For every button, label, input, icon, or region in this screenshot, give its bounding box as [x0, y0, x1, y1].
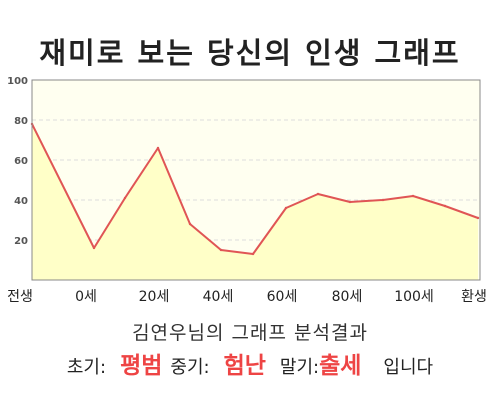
life-graph-chart: 20 40 60 80 100 전생 0세 20세 40세 60세 80세 100세 환생 — [7, 76, 487, 305]
late-label: 말기: — [279, 357, 320, 378]
x-tick-label: 20세 — [139, 289, 170, 305]
y-tick-label: 20 — [14, 236, 28, 247]
data-point — [476, 216, 480, 220]
x-tick-label: 80세 — [332, 289, 363, 305]
page-title: 재미로 보는 당신의 인생 그래프 — [39, 36, 461, 70]
data-point — [123, 196, 127, 200]
early-value: 평범 — [120, 353, 163, 379]
data-point — [251, 252, 255, 256]
data-point — [348, 200, 352, 204]
data-point — [443, 204, 447, 208]
data-point — [284, 206, 288, 210]
mid-value: 험난 — [223, 353, 266, 379]
series-line — [31, 123, 479, 255]
y-tick-label: 40 — [14, 196, 28, 207]
analysis-caption: 김연우님의 그래프 분석결과 — [132, 322, 368, 344]
y-tick-label: 80 — [14, 116, 28, 127]
analysis-summary: 초기: 평범 중기: 험난 말기: 출세 입니다 — [0, 346, 500, 380]
late-value: 출세 — [319, 353, 362, 379]
data-point — [92, 246, 96, 250]
summary-suffix: 입니다 — [383, 357, 434, 378]
y-tick-label: 60 — [14, 156, 28, 167]
x-tick-label: 전생 — [7, 289, 33, 305]
x-tick-label: 60세 — [267, 289, 298, 305]
x-tick-label: 환생 — [461, 289, 487, 305]
x-tick-label: 0세 — [75, 289, 97, 305]
data-point — [381, 198, 385, 202]
x-tick-label: 40세 — [203, 289, 234, 305]
data-point — [188, 222, 192, 226]
data-point — [316, 192, 320, 196]
data-point — [411, 194, 415, 198]
data-point — [219, 248, 223, 252]
mid-label: 중기: — [170, 357, 210, 378]
x-tick-label: 100세 — [394, 289, 434, 305]
data-point — [156, 146, 160, 150]
plot-border — [31, 79, 481, 281]
series-area — [32, 124, 478, 280]
y-tick-label: 100 — [7, 76, 28, 87]
early-label: 초기: — [66, 357, 107, 378]
